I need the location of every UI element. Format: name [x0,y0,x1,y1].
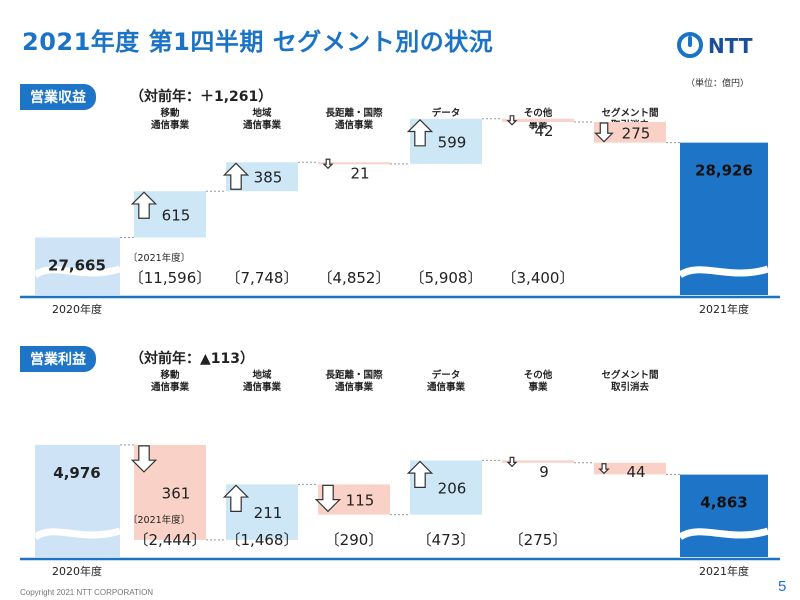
revenue-waterfall-chart: 移動通信事業地域通信事業長距離・国際通信事業データ通信事業その他事業セグメント間… [20,107,780,316]
segment-value-label: 〔11,596〕 [129,269,212,287]
segment-year-note: 〔2021年度〕 [128,514,190,526]
page-title: 2021年度 第1四半期 セグメント別の状況 [22,28,494,56]
category-label: 通信事業 [243,381,282,393]
segment-value-label: 〔7,748〕 [226,269,299,287]
category-label: 通信事業 [243,119,282,131]
section-label-profit: 営業利益 [20,346,96,372]
start-bar [35,237,120,295]
start-bar-wave [32,265,122,279]
segment-value-label: 〔473〕 [417,531,476,549]
section-subtitle-profit: （対前年：▲113） [130,351,254,367]
category-label: 長距離・国際 [325,107,383,119]
category-label: 通信事業 [335,119,374,131]
change-value-label: 275 [622,124,651,142]
segment-value-label: 〔1,468〕 [226,531,299,549]
segment-year-note: 〔2021年度〕 [128,252,190,264]
arrow-down-icon [598,463,610,475]
arrow-down-icon [314,484,342,513]
ntt-logo: NTT [677,32,753,58]
category-label: 事業 [528,381,548,393]
change-bar [594,462,666,475]
category-label: 通信事業 [427,381,466,393]
change-value-label: 42 [534,122,553,140]
category-label: データ [432,369,461,381]
arrow-up-icon [222,484,250,512]
end-year-label: 2021年度 [699,564,749,578]
start-value-label: 27,665 [48,256,106,274]
category-label: 移動 [160,107,180,119]
segment-value-label: 〔3,400〕 [502,269,575,287]
start-value-label: 4,976 [53,464,100,482]
category-label: 長距離・国際 [325,369,383,381]
arrow-down-icon [506,456,518,468]
end-bar [680,474,768,557]
end-value-label: 4,863 [700,494,747,512]
end-bar-wave [677,265,770,279]
arrow-up-icon [406,460,434,489]
change-value-label: 211 [254,504,283,522]
end-bar-wave [677,527,770,541]
segment-value-label: 〔275〕 [509,531,568,549]
change-value-label: 9 [539,463,549,481]
category-label: 移動 [160,369,180,381]
category-label: その他 [524,369,553,381]
arrow-up-icon [130,191,158,219]
change-value-label: 615 [162,206,191,224]
category-label: 通信事業 [151,381,190,393]
change-bar [502,118,574,122]
segment-value-label: 〔4,852〕 [318,269,391,287]
change-value-label: 361 [162,484,191,502]
arrow-down-icon [130,445,158,473]
category-label: その他 [524,107,553,119]
logo-text: NTT [708,34,753,58]
start-bar [35,444,120,557]
category-label: 事業 [528,119,548,131]
section-subtitle-revenue: （対前年：＋1,261） [130,89,273,105]
category-label: セグメント間 [601,107,658,119]
end-value-label: 28,926 [695,162,753,180]
copyright: Copyright 2021 NTT CORPORATION [20,588,154,597]
start-year-label: 2020年度 [52,302,102,316]
category-label: 取引消去 [611,381,650,393]
category-label: データ [432,107,461,119]
category-label: 地域 [252,369,272,381]
section-label-revenue: 営業収益 [20,84,96,110]
category-label: 地域 [252,107,272,119]
change-value-label: 115 [346,491,375,509]
segment-value-label: 〔2,444〕 [134,531,207,549]
change-bar [318,162,390,165]
start-bar-wave [32,527,122,541]
change-value-label: 44 [626,463,645,481]
arrow-up-icon [406,118,434,147]
arrow-down-icon [506,115,518,126]
change-bar [594,121,666,143]
change-value-label: 599 [438,133,467,151]
change-bar [502,460,574,463]
end-year-label: 2021年度 [699,302,749,316]
category-label: 通信事業 [335,381,374,393]
arrow-down-icon [594,122,614,143]
profit-waterfall-chart: 移動通信事業地域通信事業長距離・国際通信事業データ通信事業その他事業セグメント間… [20,369,780,578]
unit-note: （単位：億円） [686,79,750,89]
segment-value-label: 〔290〕 [325,531,384,549]
arrow-down-icon [322,158,334,170]
category-label: セグメント間 [601,369,658,381]
page-number: 5 [778,578,787,595]
change-value-label: 21 [350,164,369,182]
change-value-label: 385 [254,169,283,187]
change-value-label: 206 [438,480,467,498]
arrow-up-icon [222,162,250,190]
segment-value-label: 〔5,908〕 [410,269,483,287]
category-label: 通信事業 [151,119,190,131]
start-year-label: 2020年度 [52,564,102,578]
